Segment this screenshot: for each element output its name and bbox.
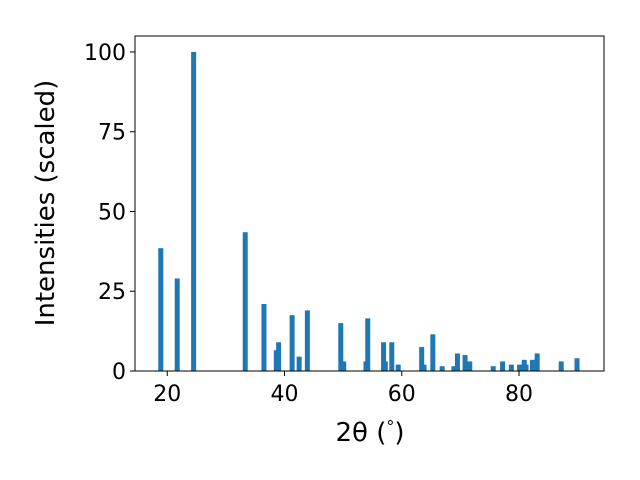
bar (508, 364, 514, 371)
bar (174, 278, 180, 371)
bar (261, 304, 267, 371)
y-axis-label: Intensities (scaled) (31, 80, 61, 327)
x-tick-label: 20 (153, 382, 181, 407)
bar (158, 248, 164, 371)
bar (395, 364, 401, 371)
bar (289, 315, 295, 371)
bar-series (158, 51, 580, 371)
bar (365, 318, 371, 371)
x-axis: 20 40 60 80 (153, 371, 533, 407)
y-tick-label: 100 (84, 41, 126, 66)
x-tick-label: 60 (388, 382, 416, 407)
bar (421, 364, 427, 371)
bar (439, 366, 445, 371)
bar (454, 353, 460, 371)
x-tick-label: 40 (270, 382, 298, 407)
bar (304, 310, 310, 371)
bar (191, 51, 197, 371)
y-tick-label: 25 (98, 280, 126, 305)
bar (467, 361, 473, 371)
x-axis-label: 2θ (°) (335, 417, 404, 448)
x-tick-label: 80 (505, 382, 533, 407)
bar (389, 342, 395, 371)
bar (574, 358, 580, 371)
bar (534, 353, 540, 371)
bar (341, 361, 347, 371)
bar (523, 364, 529, 371)
bar (558, 361, 564, 371)
y-axis: 0 25 50 75 100 (84, 41, 135, 385)
bar (529, 359, 535, 371)
bar (381, 342, 387, 371)
bar (462, 355, 468, 371)
y-tick-label: 75 (98, 121, 126, 146)
plot-frame (134, 35, 605, 372)
y-tick-label: 0 (112, 360, 126, 385)
bar (490, 366, 496, 371)
bar (382, 361, 388, 371)
bar (296, 356, 302, 371)
bar (517, 364, 523, 371)
bar (276, 342, 282, 371)
bar (242, 232, 248, 371)
y-tick-label: 50 (98, 200, 126, 225)
bar (500, 361, 506, 371)
bar (419, 347, 425, 371)
bar (430, 334, 436, 371)
bar (451, 366, 457, 371)
bar (338, 323, 344, 371)
